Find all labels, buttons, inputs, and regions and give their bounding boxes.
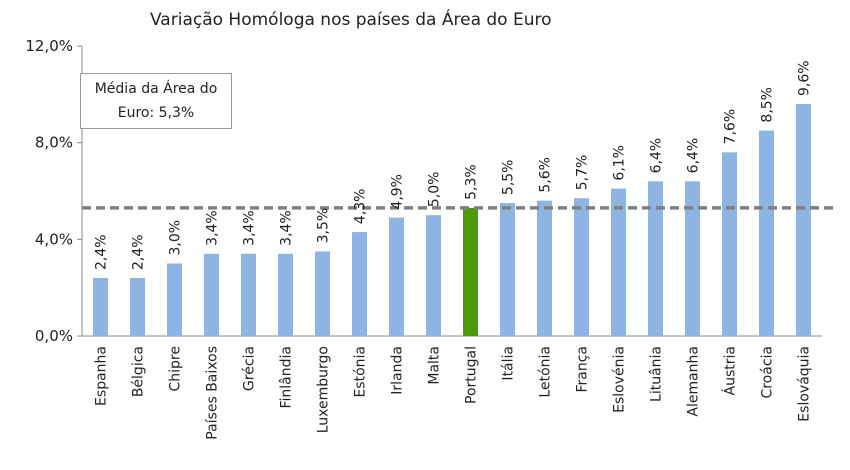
category-label: Estónia [353, 346, 369, 398]
bar [315, 251, 330, 336]
data-label: 6,1% [612, 145, 628, 181]
category-label: Alemanha [686, 346, 702, 417]
bar [93, 278, 108, 336]
data-label: 5,3% [464, 164, 480, 200]
data-label: 4,9% [390, 174, 406, 210]
bar [204, 253, 219, 336]
data-label: 8,5% [760, 87, 776, 123]
category-label: Grécia [242, 346, 258, 391]
bar [685, 181, 700, 336]
category-label: Eslovénia [612, 346, 628, 413]
category-label: Áustria [722, 346, 739, 395]
bar [426, 215, 441, 336]
category-label: Irlanda [390, 346, 406, 395]
bar [278, 253, 293, 336]
bar [463, 207, 478, 336]
category-label: Malta [427, 346, 443, 385]
annotation-line-1: Média da Área do [94, 81, 218, 97]
category-label: Lituânia [649, 346, 665, 402]
data-label: 3,4% [242, 210, 258, 246]
data-label: 7,6% [723, 109, 739, 145]
category-label: Portugal [464, 346, 480, 404]
bar [130, 278, 145, 336]
data-label: 2,4% [94, 234, 110, 270]
data-label: 5,5% [501, 160, 517, 196]
annotation-line-2: Euro: 5,3% [117, 105, 195, 121]
category-label: Luxemburgo [316, 346, 332, 433]
bar [537, 200, 552, 336]
category-label: Eslováquia [797, 346, 813, 422]
y-tick-label: 4,0% [35, 230, 73, 248]
bar [574, 198, 589, 336]
category-label: Espanha [94, 346, 110, 406]
data-label: 5,6% [538, 157, 554, 193]
data-label: 5,0% [427, 172, 443, 208]
data-label: 6,4% [686, 138, 702, 174]
y-tick-label: 0,0% [35, 327, 73, 345]
bar [241, 253, 256, 336]
data-label: 5,7% [575, 155, 591, 191]
bar [648, 181, 663, 336]
data-label: 4,3% [353, 189, 369, 225]
data-label: 9,6% [797, 60, 813, 96]
y-tick-label: 12,0% [25, 37, 73, 55]
category-label: Letónia [538, 346, 554, 398]
bar [167, 263, 182, 336]
bar [500, 203, 515, 336]
data-label: 3,4% [205, 210, 221, 246]
category-label: Finlândia [279, 346, 295, 409]
data-label: 6,4% [649, 138, 665, 174]
bar [389, 217, 404, 336]
bar [352, 232, 367, 336]
category-label: Chipre [168, 346, 184, 392]
category-label: França [575, 346, 591, 393]
category-label: Croácia [760, 346, 776, 399]
chart-title: Variação Homóloga nos países da Área do … [150, 8, 552, 30]
bar [722, 152, 737, 336]
bar [796, 104, 811, 336]
category-label: Países Baixos [205, 346, 221, 440]
data-label: 3,5% [316, 208, 332, 244]
y-tick-label: 8,0% [35, 134, 73, 152]
data-label: 3,0% [168, 220, 184, 256]
average-annotation: Média da Área do Euro: 5,3% [80, 73, 232, 129]
data-label: 2,4% [131, 234, 147, 270]
bar [759, 130, 774, 336]
category-label: Bélgica [131, 346, 147, 397]
category-label: Itália [501, 346, 517, 381]
data-label: 3,4% [279, 210, 295, 246]
bar [611, 188, 626, 336]
